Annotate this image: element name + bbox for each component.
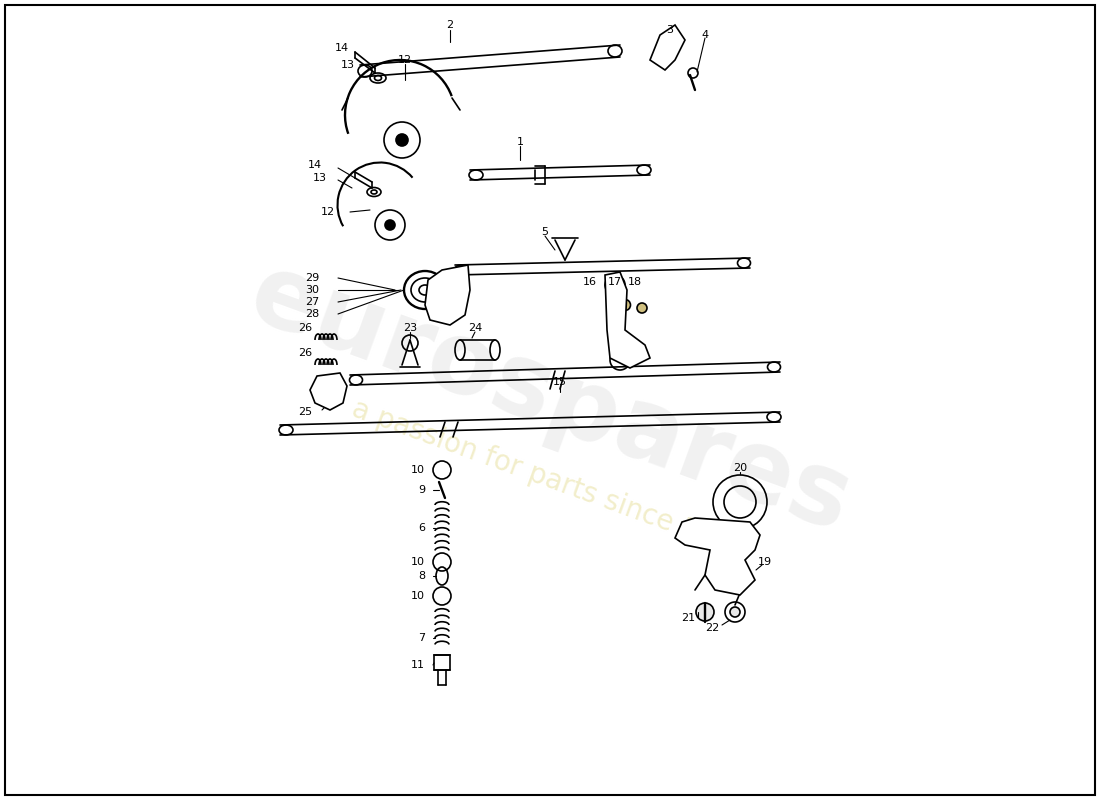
Text: 26: 26 [298, 323, 312, 333]
Polygon shape [425, 265, 470, 325]
Polygon shape [310, 373, 346, 410]
Text: 15: 15 [553, 377, 566, 387]
Text: 29: 29 [305, 273, 319, 283]
Circle shape [619, 299, 630, 310]
Circle shape [385, 220, 395, 230]
Text: 12: 12 [321, 207, 336, 217]
Text: 3: 3 [667, 25, 673, 35]
Text: 24: 24 [468, 323, 482, 333]
Text: 1: 1 [517, 137, 524, 147]
Text: 30: 30 [305, 285, 319, 295]
Text: 20: 20 [733, 463, 747, 473]
Text: 14: 14 [334, 43, 349, 53]
Text: 19: 19 [758, 557, 772, 567]
Text: 10: 10 [411, 557, 425, 567]
Text: 12: 12 [398, 55, 412, 65]
Text: 8: 8 [418, 571, 425, 581]
Text: 4: 4 [702, 30, 708, 40]
Text: 13: 13 [314, 173, 327, 183]
Text: 13: 13 [341, 60, 355, 70]
Text: 9: 9 [418, 485, 425, 495]
Text: 25: 25 [298, 407, 312, 417]
Text: 14: 14 [308, 160, 322, 170]
Text: 17: 17 [608, 277, 623, 287]
Text: 21: 21 [681, 613, 695, 623]
Text: 22: 22 [705, 623, 719, 633]
Circle shape [730, 607, 740, 617]
Polygon shape [650, 25, 685, 70]
Text: 5: 5 [541, 227, 549, 237]
Text: 10: 10 [411, 591, 425, 601]
Text: 26: 26 [298, 348, 312, 358]
Circle shape [637, 303, 647, 313]
Circle shape [396, 134, 408, 146]
Polygon shape [605, 272, 650, 368]
Text: 28: 28 [305, 309, 319, 319]
Text: 11: 11 [411, 660, 425, 670]
Text: 16: 16 [583, 277, 597, 287]
Text: a passion for parts since 1985: a passion for parts since 1985 [348, 395, 752, 565]
Polygon shape [675, 518, 760, 595]
Text: 2: 2 [447, 20, 453, 30]
Text: 23: 23 [403, 323, 417, 333]
Text: eurospares: eurospares [236, 246, 864, 554]
Text: 7: 7 [418, 633, 425, 643]
Text: 6: 6 [418, 523, 425, 533]
Text: 27: 27 [305, 297, 319, 307]
Text: 10: 10 [411, 465, 425, 475]
Text: 18: 18 [628, 277, 642, 287]
Circle shape [696, 603, 714, 621]
